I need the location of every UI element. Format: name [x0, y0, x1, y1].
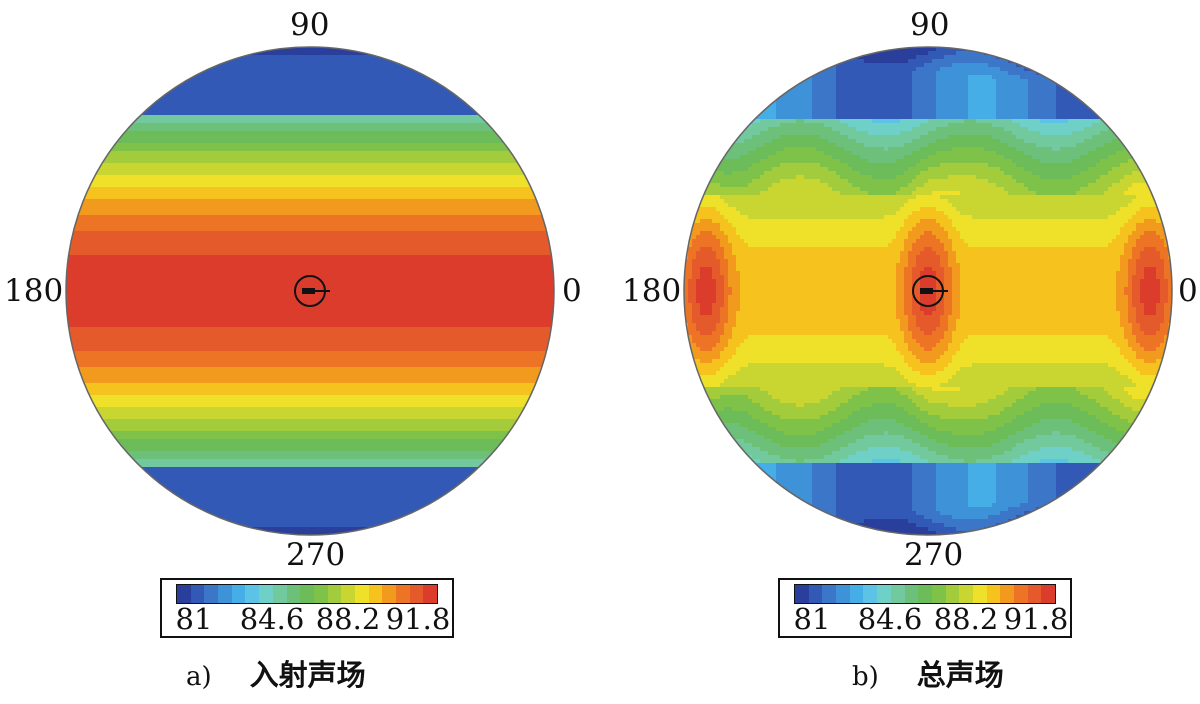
angle-label-0: 0: [562, 276, 582, 307]
angle-label-270: 270: [904, 540, 963, 571]
colorbar-swatch: [822, 585, 837, 603]
colorbar-swatch: [808, 585, 823, 603]
caption-a: a) 入射声场: [186, 652, 366, 694]
caption-title-a: 入射声场: [250, 658, 366, 692]
colorbar-tick: 84.6: [240, 604, 305, 634]
colorbar-swatch: [231, 585, 246, 603]
colorbar-tick: 88.2: [934, 604, 999, 634]
colorbar-tick: 84.6: [858, 604, 923, 634]
colorbar-swatch: [890, 585, 905, 603]
panel-incident-field: 90 180 0 270 81 84.6 88.2 91.8 a) 入射声场: [4, 10, 582, 694]
colorbar-swatch: [877, 585, 891, 603]
colorbar-swatch: [368, 585, 383, 603]
colorbar-swatch: [382, 585, 396, 603]
colorbar-swatch: [272, 585, 287, 603]
colorbar-swatch: [863, 585, 878, 603]
field-b: [684, 47, 1172, 535]
colorbar-swatch: [836, 585, 850, 603]
colorbar-swatch: [986, 585, 1001, 603]
colorbar-swatch: [931, 585, 946, 603]
colorbar-a: 81 84.6 88.2 91.8: [160, 578, 454, 638]
colorbar-swatch: [177, 585, 191, 603]
angle-label-0: 0: [1178, 276, 1198, 307]
caption-title-b: 总声场: [917, 658, 1004, 692]
colorbar-swatch: [354, 585, 369, 603]
colorbar-strip-a: [176, 584, 438, 604]
colorbar-swatch: [341, 585, 355, 603]
colorbar-swatch: [327, 585, 342, 603]
caption-letter-b: b): [852, 662, 879, 692]
colorbar-swatch: [190, 585, 205, 603]
angle-label-270: 270: [286, 540, 345, 571]
angle-label-90: 90: [290, 10, 329, 41]
colorbar-swatch: [218, 585, 232, 603]
colorbar-swatch: [849, 585, 864, 603]
colorbar-swatch: [945, 585, 960, 603]
polar-plot-a: [65, 46, 555, 536]
colorbar-swatch: [313, 585, 328, 603]
colorbar-swatch: [959, 585, 973, 603]
angle-label-180: 180: [622, 276, 681, 307]
colorbar-tick: 81: [176, 604, 213, 634]
colorbar-swatch: [259, 585, 273, 603]
colorbar-swatch: [204, 585, 219, 603]
colorbar-tick: 81: [794, 604, 831, 634]
colorbar-swatch: [1014, 585, 1028, 603]
colorbar-swatch: [396, 585, 410, 603]
colorbar-b: 81 84.6 88.2 91.8: [778, 578, 1072, 638]
caption-b: b) 总声场: [852, 652, 1004, 694]
colorbar-swatch: [300, 585, 314, 603]
colorbar-tick: 91.8: [1004, 604, 1069, 634]
colorbar-swatch: [1000, 585, 1014, 603]
target-marker-b: [912, 275, 948, 307]
angle-label-90: 90: [910, 10, 949, 41]
colorbar-swatch: [918, 585, 932, 603]
colorbar-strip-b: [794, 584, 1056, 604]
colorbar-tick: 88.2: [316, 604, 381, 634]
panel-total-field: 90 180 0 270 81 84.6 88.2 91.8 b) 总声场: [620, 0, 1200, 704]
colorbar-swatch: [286, 585, 301, 603]
colorbar-swatch: [409, 585, 424, 603]
colorbar-swatch: [423, 585, 438, 603]
colorbar-swatch: [245, 585, 260, 603]
colorbar-swatch: [1041, 585, 1056, 603]
colorbar-swatch: [1027, 585, 1042, 603]
angle-label-180: 180: [4, 276, 63, 307]
colorbar-swatch: [904, 585, 919, 603]
colorbar-swatch: [972, 585, 987, 603]
polar-plot-b: [683, 46, 1173, 536]
target-marker-a: [294, 275, 330, 307]
caption-letter-a: a): [186, 662, 212, 692]
colorbar-swatch: [795, 585, 809, 603]
colorbar-tick: 91.8: [386, 604, 451, 634]
